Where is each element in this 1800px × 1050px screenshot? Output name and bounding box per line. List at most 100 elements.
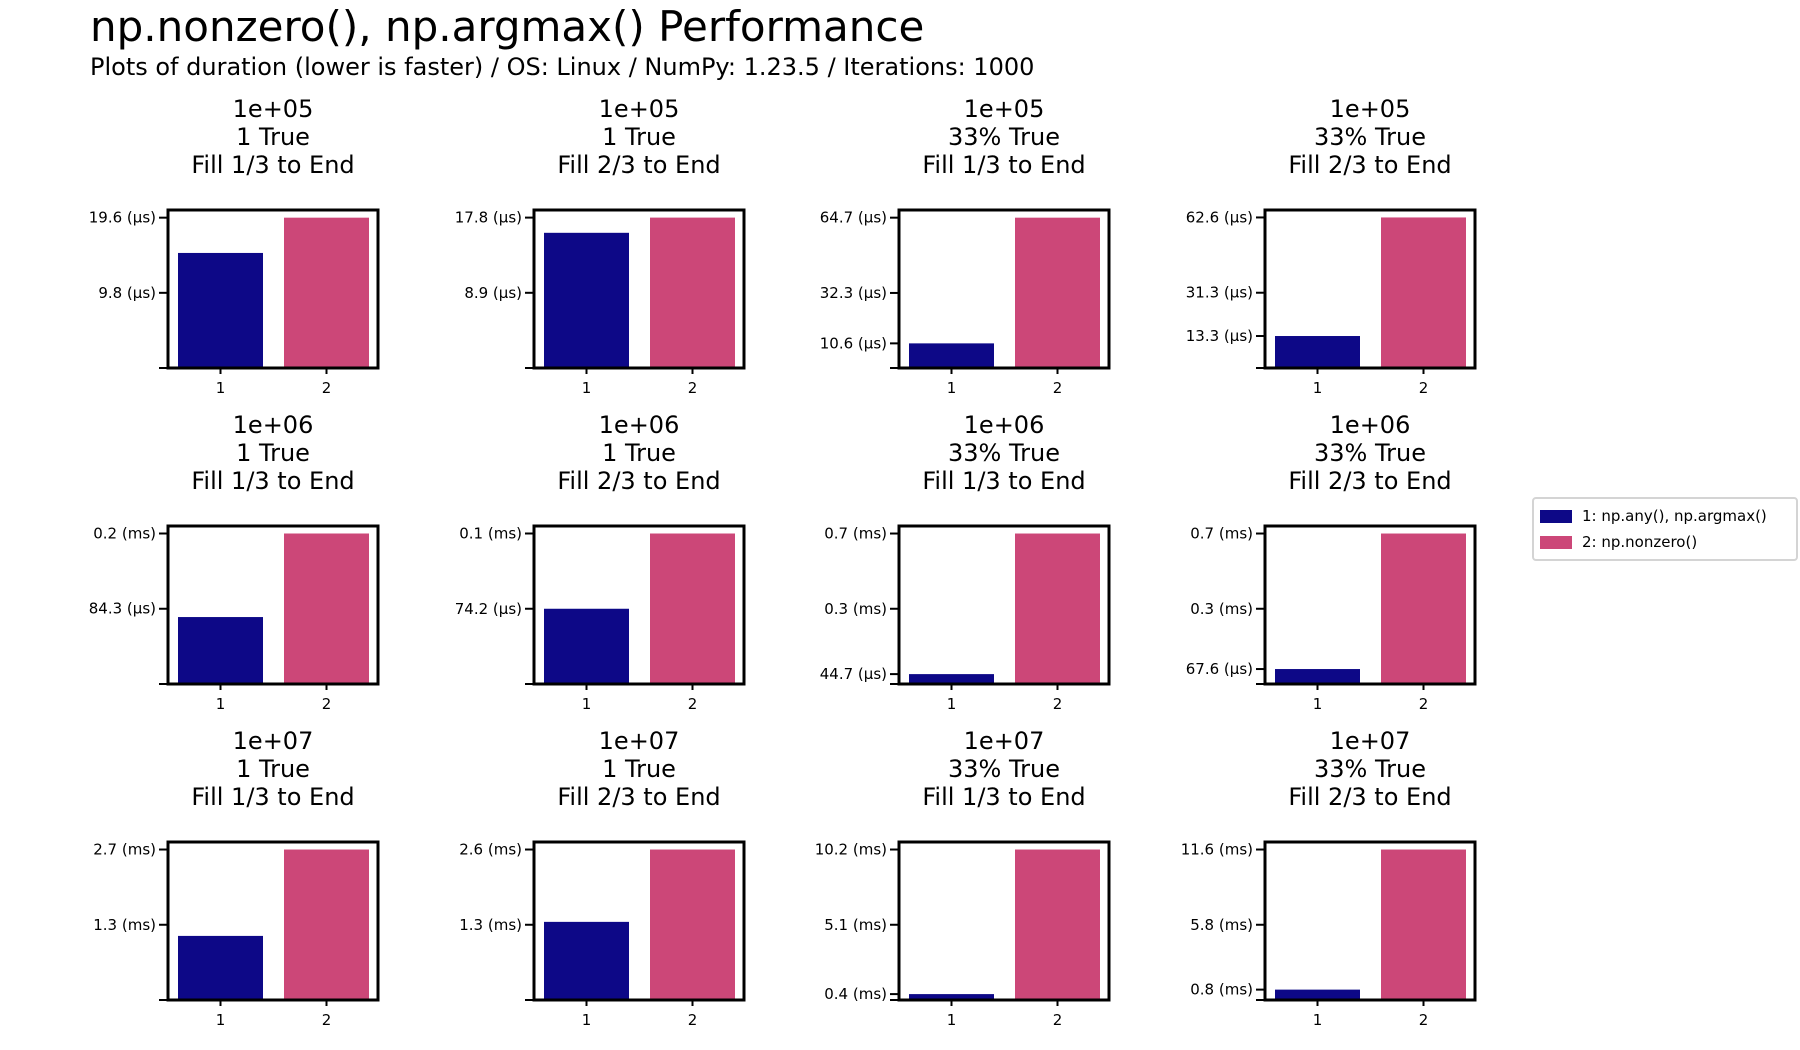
bar-1 [909,674,994,684]
bar-2 [284,849,369,1000]
subplot-title-line: 1e+07 [599,727,680,755]
x-tick-label: 1 [1313,1011,1323,1029]
subplot-title-line: Fill 2/3 to End [1288,783,1451,811]
subplot-title-line: Fill 2/3 to End [1288,151,1451,179]
axes-frame [166,524,380,686]
subplot-title-line: 1 True [236,755,310,783]
subplot-title-line: 33% True [948,755,1060,783]
y-tick-label: 17.8 (µs) [455,209,522,227]
subplot-title-line: 1e+05 [964,95,1045,123]
legend-item-1: 1: np.any(), np.argmax() [1540,503,1790,529]
x-tick-label: 2 [688,695,698,713]
x-tick-label: 1 [216,695,226,713]
bar-2 [1015,217,1100,368]
x-tick-label: 1 [216,379,226,397]
x-tick-label: 2 [1053,379,1063,397]
x-tick-label: 2 [322,1011,332,1029]
y-tick-label: 0.4 (ms) [824,985,887,1003]
y-tick-label: 62.6 (µs) [1186,208,1253,226]
bar-1 [909,343,994,368]
legend: 1: np.any(), np.argmax() 2: np.nonzero() [1532,497,1798,561]
legend-swatch-1 [1540,509,1572,523]
bar-2 [650,217,735,368]
y-tick-label: 9.8 (µs) [98,284,156,302]
bar-2 [284,533,369,684]
subplot-title-line: 1 True [236,123,310,151]
y-tick-label: 8.9 (µs) [464,284,522,302]
subplot-title-line: Fill 2/3 to End [557,151,720,179]
subplot-title-line: 1e+07 [1330,727,1411,755]
subplot-title-line: 1 True [236,439,310,467]
axes-frame [166,840,380,1002]
subplot-title-line: 1e+07 [964,727,1045,755]
x-tick-label: 1 [947,1011,957,1029]
subplot-title-line: Fill 1/3 to End [191,151,354,179]
y-tick-label: 1.3 (ms) [93,916,156,934]
y-tick-label: 5.1 (ms) [824,916,887,934]
axes-frame [1263,524,1477,686]
axes-frame [1263,840,1477,1002]
subplot-title-line: 33% True [1314,123,1426,151]
y-tick-label: 74.2 (µs) [455,600,522,618]
subplot-title-line: 1 True [602,755,676,783]
x-tick-label: 1 [216,1011,226,1029]
x-tick-label: 2 [1419,1011,1429,1029]
y-tick-label: 44.7 (µs) [820,665,887,683]
bar-2 [1015,533,1100,684]
axes-frame [166,208,380,370]
x-tick-label: 2 [322,379,332,397]
subplot-title-line: Fill 2/3 to End [557,783,720,811]
axes-frame [897,524,1111,686]
legend-item-2: 2: np.nonzero() [1540,529,1790,555]
bar-1 [178,252,263,368]
x-tick-label: 2 [688,1011,698,1029]
bar-2 [1381,217,1466,368]
legend-label-1: 1: np.any(), np.argmax() [1582,507,1767,525]
bar-1 [909,994,994,1000]
subplot-title-line: Fill 1/3 to End [922,467,1085,495]
x-tick-label: 2 [1053,695,1063,713]
x-tick-label: 2 [1053,1011,1063,1029]
y-tick-label: 5.8 (ms) [1190,916,1253,934]
subplot-title-line: 33% True [1314,755,1426,783]
subplot-title-line: 1 True [602,123,676,151]
bar-2 [1015,849,1100,1000]
subplot-title-line: Fill 1/3 to End [922,783,1085,811]
bar-1 [544,232,629,368]
bar-1 [1275,336,1360,368]
bar-2 [1381,849,1466,1000]
subplot-title-line: 33% True [948,123,1060,151]
y-tick-label: 0.7 (ms) [824,525,887,543]
y-tick-label: 0.3 (ms) [1190,600,1253,618]
axes-frame [532,524,746,686]
subplot-title-line: Fill 1/3 to End [191,467,354,495]
y-tick-label: 0.7 (ms) [1190,525,1253,543]
y-tick-label: 32.3 (µs) [820,284,887,302]
subplot-title-line: 1e+05 [233,95,314,123]
x-tick-label: 1 [947,379,957,397]
y-tick-label: 10.2 (ms) [815,841,887,859]
x-tick-label: 1 [1313,379,1323,397]
bar-1 [178,935,263,1000]
subplot-title-line: 1 True [602,439,676,467]
bar-2 [650,849,735,1000]
bar-1 [544,921,629,1000]
y-tick-label: 0.3 (ms) [824,600,887,618]
axes-frame [1263,208,1477,370]
axes-frame [897,840,1111,1002]
x-tick-label: 1 [1313,695,1323,713]
subplot-title-line: Fill 2/3 to End [557,467,720,495]
y-tick-label: 11.6 (ms) [1181,841,1253,859]
bar-1 [178,617,263,684]
subplot-title-line: 1e+05 [1330,95,1411,123]
